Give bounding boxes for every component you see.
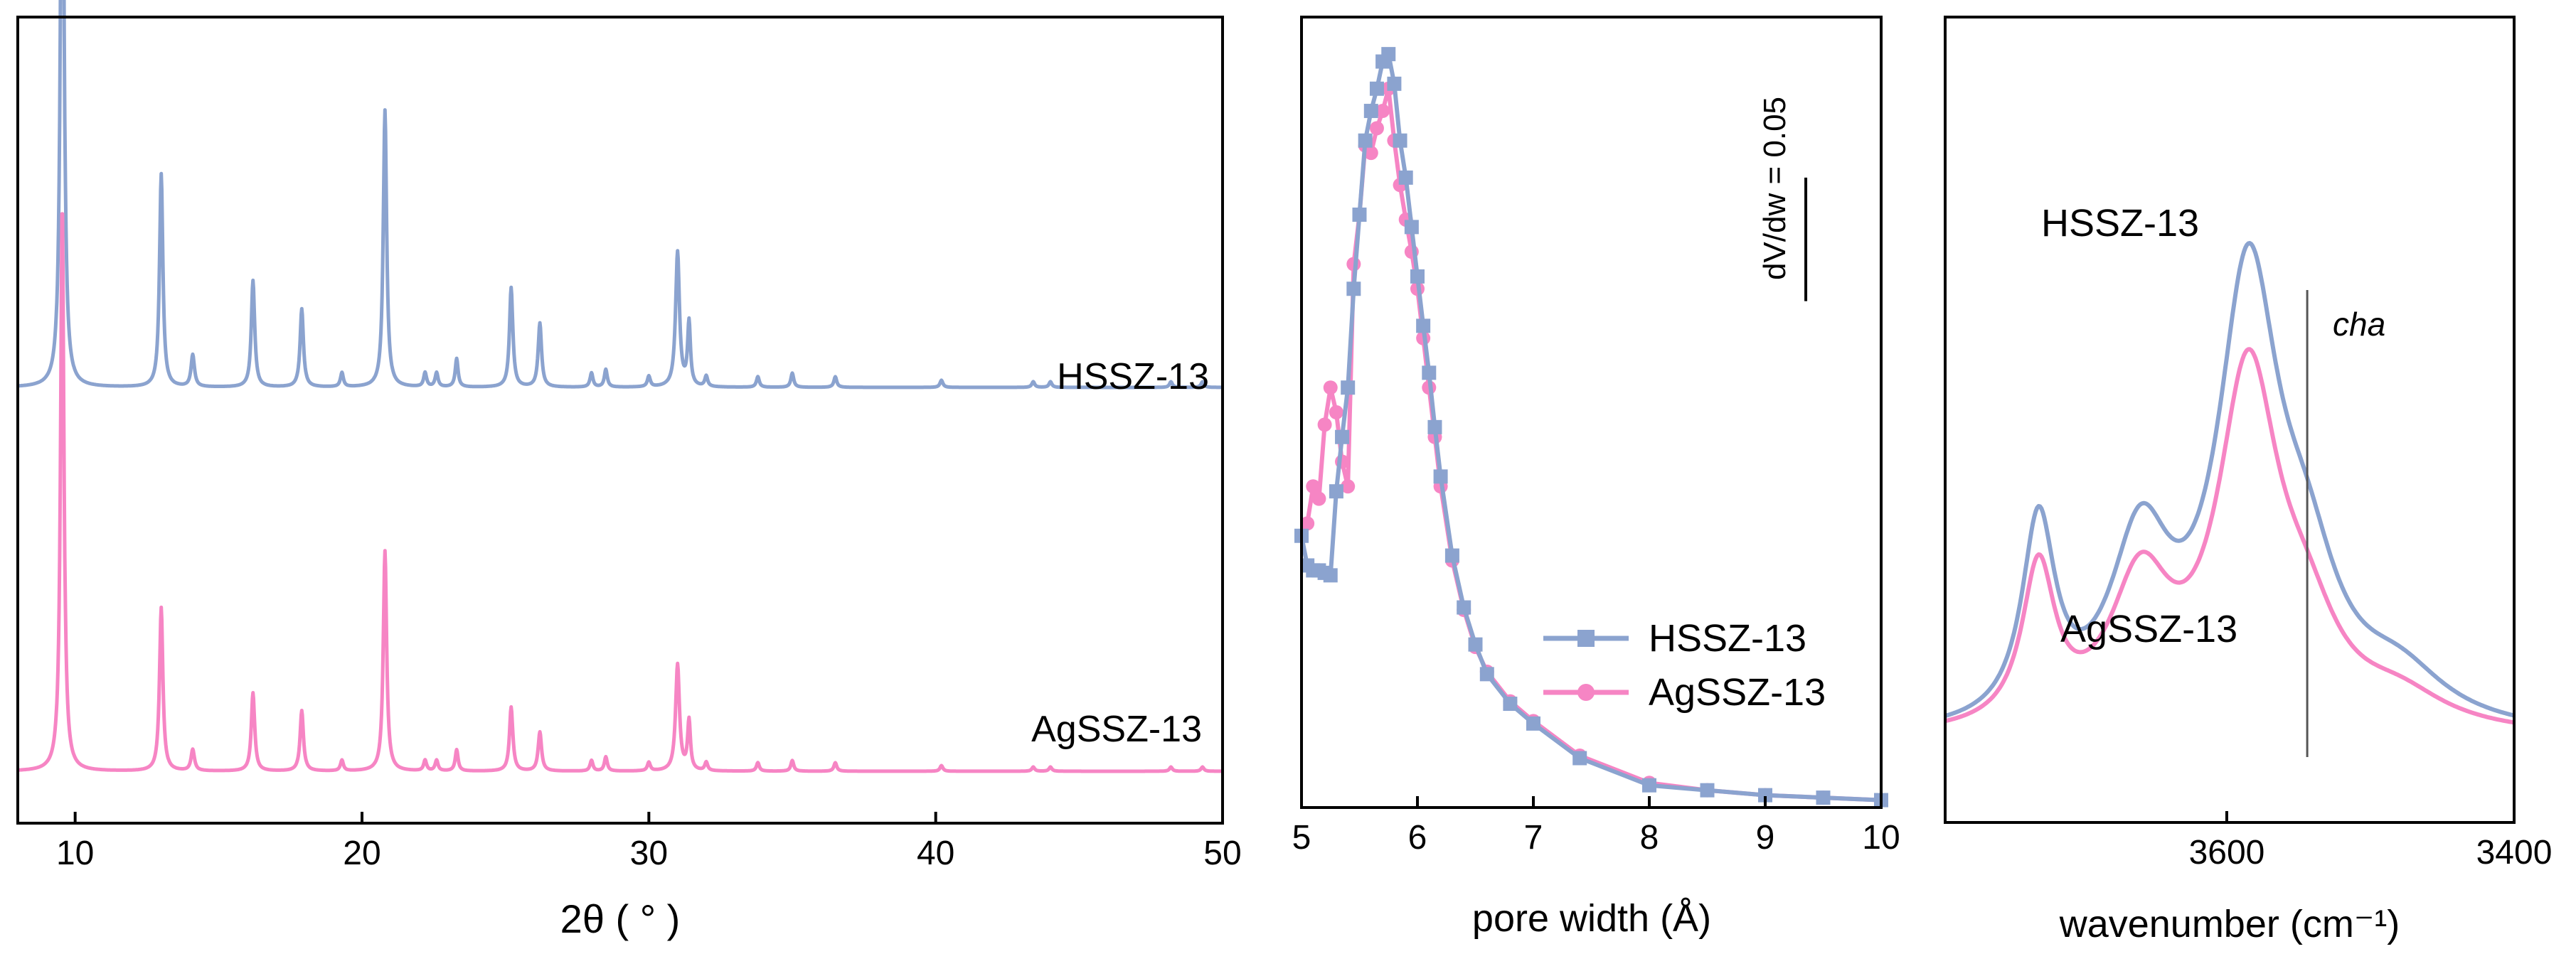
pore-point-hssz-13: [1387, 76, 1402, 91]
pore-point-hssz-13: [1572, 751, 1587, 766]
ir-x-axis-title: wavenumber (cm⁻¹): [2059, 903, 2400, 945]
xrd-plot-frame: [16, 16, 1224, 825]
legend-hssz-label: HSSZ-13: [1649, 617, 1806, 660]
xrd-agssz-label: AgSSZ-13: [1031, 709, 1202, 750]
xrd-x-tick-label-10: 10: [56, 835, 94, 872]
pore-point-hssz-13: [1700, 783, 1715, 798]
pore-point-hssz-13: [1369, 81, 1384, 96]
pore-point-hssz-13: [1352, 208, 1367, 222]
legend-hssz-marker: [1577, 630, 1595, 647]
ir-panel: 3600 3400 cha HSSZ-13 AgSSZ-13 wavenumber…: [1944, 16, 2553, 945]
pore-point-hssz-13: [1393, 133, 1407, 148]
pore-point-agssz-13: [1300, 516, 1315, 531]
pore-plot-area: [1294, 47, 1888, 808]
pore-point-hssz-13: [1398, 170, 1413, 185]
pore-point-hssz-13: [1363, 104, 1378, 119]
xrd-x-tick-label-50: 50: [1203, 835, 1241, 872]
ir-agssz-label: AgSSZ-13: [2060, 608, 2237, 650]
xrd-x-tick-label-40: 40: [917, 835, 954, 872]
pore-point-hssz-13: [1358, 133, 1373, 148]
xrd-plot-area: [16, 0, 1224, 773]
xrd-panel: 10 20 30 40 50 HSSZ-13 AgSSZ-13 2θ ( ° ): [16, 0, 1242, 941]
pore-point-agssz-13: [1311, 491, 1326, 506]
ir-hssz-label: HSSZ-13: [2041, 202, 2199, 245]
pore-point-hssz-13: [1323, 568, 1338, 583]
pore-point-agssz-13: [1369, 121, 1384, 136]
pore-x-tick-label-9: 9: [1756, 819, 1775, 857]
pore-point-hssz-13: [1642, 778, 1656, 793]
ir-series-hssz-13: [1944, 241, 2515, 718]
ir-plot-frame: [1944, 16, 2516, 824]
pore-point-agssz-13: [1323, 380, 1338, 395]
ir-x-tick-label-3400: 3400: [2476, 834, 2553, 872]
pore-point-hssz-13: [1457, 600, 1471, 615]
pore-x-tick-label-8: 8: [1640, 819, 1659, 857]
pore-point-agssz-13: [1375, 104, 1390, 119]
pore-point-agssz-13: [1329, 405, 1343, 419]
legend-agssz-label: AgSSZ-13: [1649, 671, 1826, 714]
xrd-x-tick-label-30: 30: [630, 835, 668, 872]
pore-point-hssz-13: [1381, 47, 1396, 62]
pore-point-hssz-13: [1479, 667, 1494, 682]
pore-point-hssz-13: [1503, 697, 1518, 712]
pore-plot-frame: [1300, 16, 1883, 809]
xrd-series-hssz-13: [16, 0, 1224, 390]
pore-point-agssz-13: [1363, 146, 1378, 161]
xrd-x-tick-label-20: 20: [343, 835, 380, 872]
pore-x-tick-label-6: 6: [1408, 819, 1427, 857]
pore-point-hssz-13: [1444, 548, 1459, 563]
ir-series-agssz-13: [1944, 347, 2515, 725]
pore-point-hssz-13: [1433, 469, 1448, 484]
ir-plot-area: [1944, 241, 2515, 725]
pore-point-hssz-13: [1346, 281, 1361, 296]
xrd-x-axis-title: 2θ ( ° ): [560, 896, 681, 941]
pore-point-agssz-13: [1341, 479, 1356, 494]
xrd-series-agssz-13: [16, 212, 1224, 773]
pore-x-ticks: 5 6 7 8 9 10: [1292, 796, 1900, 857]
xrd-x-ticks: 10 20 30 40 50: [56, 812, 1242, 872]
pore-point-hssz-13: [1416, 318, 1431, 333]
pore-point-hssz-13: [1335, 429, 1350, 444]
pore-panel: 5 6 7 8 9 10 dV/dw = 0.05 HSSZ-13 AgSSZ-13 po…: [1292, 16, 1900, 940]
pore-point-hssz-13: [1758, 788, 1772, 803]
ir-cha-label: cha: [2333, 306, 2385, 343]
pore-point-hssz-13: [1329, 484, 1343, 499]
pore-point-hssz-13: [1526, 716, 1540, 731]
ir-x-tick-label-3600: 3600: [2189, 834, 2265, 872]
pore-legend: HSSZ-13 AgSSZ-13: [1543, 617, 1826, 714]
pore-point-agssz-13: [1317, 417, 1332, 432]
pore-point-hssz-13: [1341, 380, 1356, 395]
pore-point-agssz-13: [1306, 479, 1321, 494]
pore-x-tick-label-10: 10: [1862, 819, 1900, 857]
pore-x-tick-label-5: 5: [1292, 819, 1311, 857]
pore-x-tick-label-7: 7: [1524, 819, 1543, 857]
pore-x-axis-title: pore width (Å): [1472, 897, 1711, 940]
legend-agssz-marker: [1577, 684, 1595, 701]
xrd-hssz-label: HSSZ-13: [1057, 356, 1209, 397]
pore-point-hssz-13: [1816, 790, 1831, 805]
pore-point-hssz-13: [1410, 269, 1425, 284]
pore-point-hssz-13: [1427, 419, 1442, 434]
pore-point-hssz-13: [1468, 637, 1483, 652]
pore-point-hssz-13: [1404, 220, 1419, 235]
pore-point-hssz-13: [1422, 365, 1437, 380]
pore-scale-bar-label: dV/dw = 0.05: [1757, 97, 1792, 280]
ir-x-ticks: 3600 3400: [2189, 811, 2553, 872]
